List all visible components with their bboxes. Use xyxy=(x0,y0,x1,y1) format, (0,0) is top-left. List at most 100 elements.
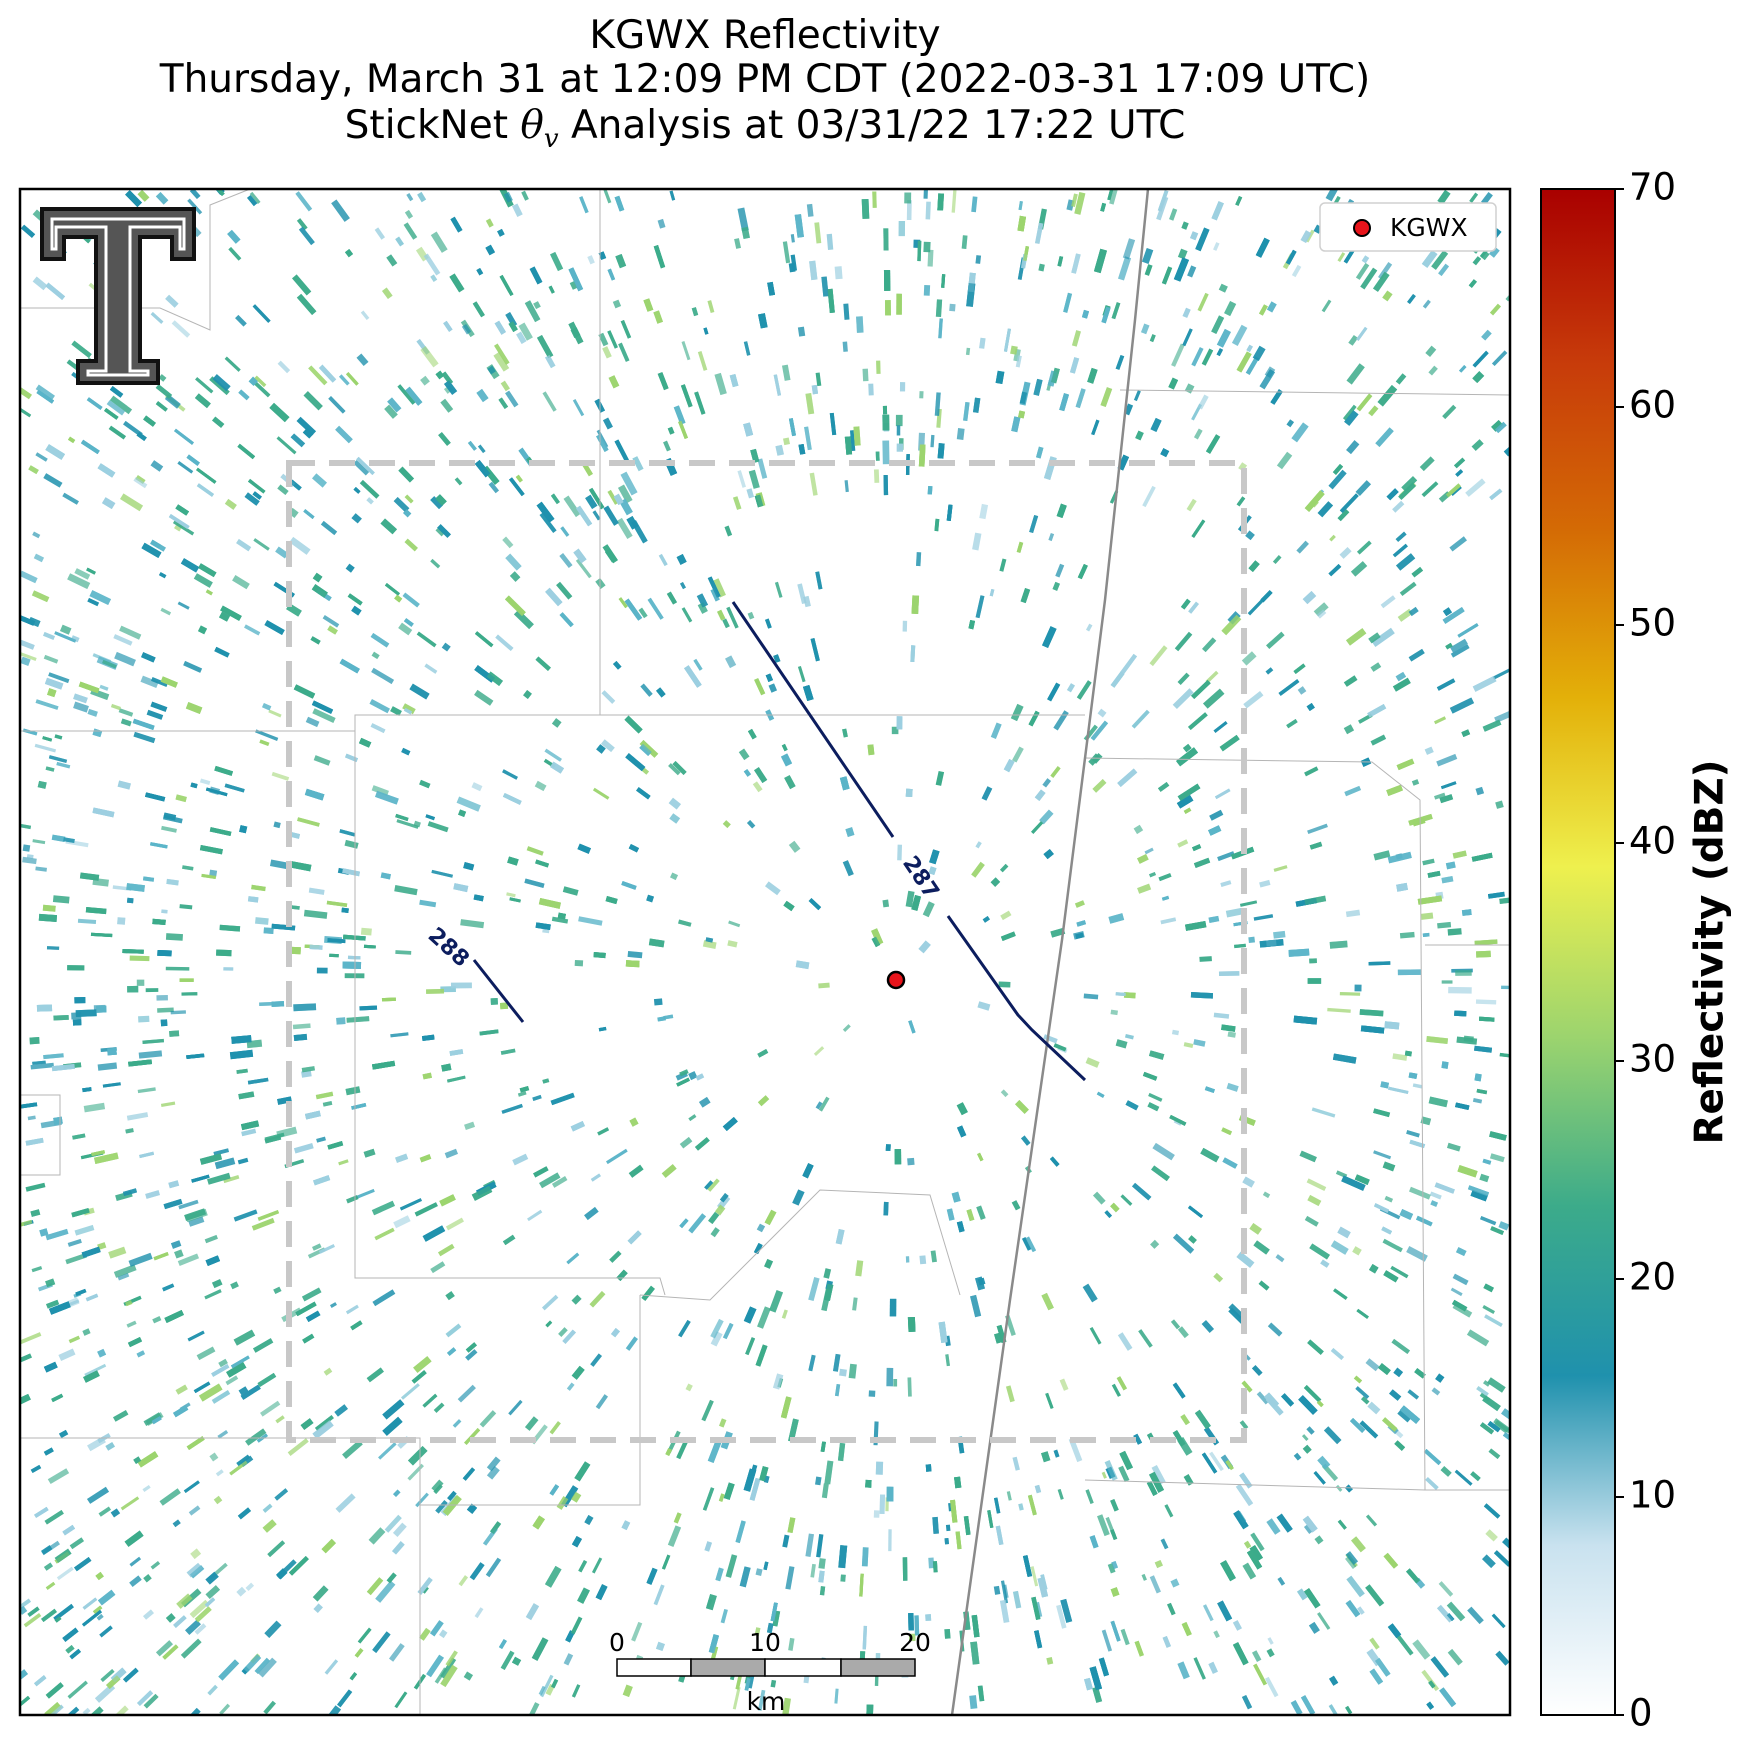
contour-288-line xyxy=(472,959,525,1023)
reflectivity-echo xyxy=(1367,1401,1381,1415)
reflectivity-echo xyxy=(175,1384,188,1395)
reflectivity-echo xyxy=(1185,921,1207,931)
reflectivity-echo xyxy=(745,1337,756,1356)
reflectivity-echo xyxy=(672,760,687,775)
reflectivity-echo xyxy=(750,448,760,463)
reflectivity-echo xyxy=(753,1243,763,1255)
reflectivity-echo xyxy=(37,780,47,789)
reflectivity-echo xyxy=(560,526,570,537)
reflectivity-echo xyxy=(194,393,211,409)
scale-tick-0: 0 xyxy=(609,1628,625,1657)
reflectivity-echo xyxy=(1110,1587,1120,1597)
reflectivity-echo xyxy=(1202,1604,1214,1622)
reflectivity-echo xyxy=(1133,390,1141,402)
reflectivity-echo xyxy=(422,1072,432,1080)
reflectivity-echo xyxy=(658,553,668,567)
reflectivity-echo xyxy=(998,981,1011,988)
reflectivity-echo xyxy=(1368,405,1379,417)
reflectivity-echo xyxy=(205,589,213,596)
reflectivity-echo xyxy=(790,234,795,243)
reflectivity-echo xyxy=(1360,1025,1385,1034)
reflectivity-echo xyxy=(85,907,107,915)
reflectivity-echo xyxy=(1482,1158,1492,1165)
reflectivity-echo xyxy=(1120,1628,1130,1646)
reflectivity-echo xyxy=(384,583,400,596)
reflectivity-echo xyxy=(754,1627,761,1636)
reflectivity-echo xyxy=(108,1246,127,1259)
reflectivity-echo xyxy=(1370,734,1387,746)
reflectivity-echo xyxy=(902,1557,908,1581)
reflectivity-echo xyxy=(1170,1578,1180,1588)
reflectivity-echo xyxy=(372,1289,396,1307)
reflectivity-echo xyxy=(430,496,444,510)
reflectivity-echo xyxy=(1350,561,1368,577)
reflectivity-echo xyxy=(638,607,648,619)
reflectivity-echo xyxy=(1075,932,1084,939)
reflectivity-echo xyxy=(755,1344,768,1367)
reflectivity-echo xyxy=(1356,326,1368,341)
reflectivity-echo xyxy=(186,1436,205,1450)
reflectivity-echo xyxy=(163,1198,183,1210)
reflectivity-echo xyxy=(1150,1239,1160,1249)
reflectivity-echo xyxy=(166,878,179,886)
reflectivity-echo xyxy=(215,1469,224,1477)
reflectivity-echo xyxy=(209,869,218,877)
reflectivity-echo xyxy=(813,1046,825,1056)
reflectivity-echo xyxy=(35,866,47,872)
reflectivity-echo xyxy=(834,266,843,280)
reflectivity-echo xyxy=(1015,1100,1029,1114)
reflectivity-echo xyxy=(1493,1420,1510,1434)
reflectivity-echo xyxy=(398,622,413,636)
reflectivity-echo xyxy=(905,788,913,798)
reflectivity-echo xyxy=(1232,1620,1242,1631)
reflectivity-echo xyxy=(842,341,848,352)
reflectivity-echo xyxy=(1172,1382,1186,1399)
reflectivity-echo xyxy=(304,1110,321,1120)
reflectivity-echo xyxy=(309,944,323,950)
reflectivity-echo xyxy=(303,391,323,411)
reflectivity-echo xyxy=(717,609,726,621)
reflectivity-echo xyxy=(626,516,639,530)
reflectivity-echo xyxy=(1370,662,1382,672)
reflectivity-echo xyxy=(1281,1393,1295,1407)
reflectivity-echo xyxy=(1455,1102,1470,1111)
reflectivity-echo xyxy=(1401,476,1418,492)
reflectivity-echo xyxy=(247,896,259,903)
reflectivity-echo xyxy=(1309,1243,1330,1260)
reflectivity-echo xyxy=(1111,302,1121,320)
reflectivity-echo xyxy=(1069,357,1080,374)
reflectivity-echo xyxy=(22,728,38,736)
reflectivity-echo xyxy=(966,283,976,307)
reflectivity-echo xyxy=(1422,932,1430,937)
reflectivity-echo xyxy=(421,1034,435,1042)
reflectivity-echo xyxy=(404,209,414,219)
reflectivity-echo xyxy=(1120,1194,1133,1206)
reflectivity-echo xyxy=(550,251,564,272)
reflectivity-echo xyxy=(339,658,360,674)
reflectivity-echo xyxy=(1383,1552,1399,1569)
reflectivity-echo xyxy=(30,1062,54,1070)
reflectivity-echo xyxy=(62,1627,79,1642)
analysis-domain-box xyxy=(286,460,1247,1443)
reflectivity-echo xyxy=(1161,895,1170,901)
reflectivity-echo xyxy=(542,1078,550,1084)
reflectivity-echo xyxy=(387,397,402,413)
reflectivity-echo xyxy=(1494,421,1507,434)
reflectivity-echo xyxy=(902,620,908,632)
reflectivity-echo xyxy=(590,1353,603,1367)
reflectivity-echo xyxy=(934,392,941,416)
reflectivity-echo xyxy=(240,1384,261,1400)
reflectivity-echo xyxy=(110,703,121,711)
reflectivity-echo xyxy=(678,1319,691,1338)
reflectivity-echo xyxy=(1428,365,1438,376)
reflectivity-echo xyxy=(1355,480,1372,497)
reflectivity-echo xyxy=(1089,1326,1102,1345)
reflectivity-echo xyxy=(443,320,453,332)
reflectivity-echo xyxy=(293,1143,314,1154)
reflectivity-echo xyxy=(305,1310,321,1323)
reflectivity-echo xyxy=(259,739,270,747)
reflectivity-echo xyxy=(1226,1082,1239,1092)
reflectivity-echo xyxy=(243,1654,262,1673)
reflectivity-echo xyxy=(237,443,256,460)
reflectivity-echo xyxy=(515,474,523,483)
